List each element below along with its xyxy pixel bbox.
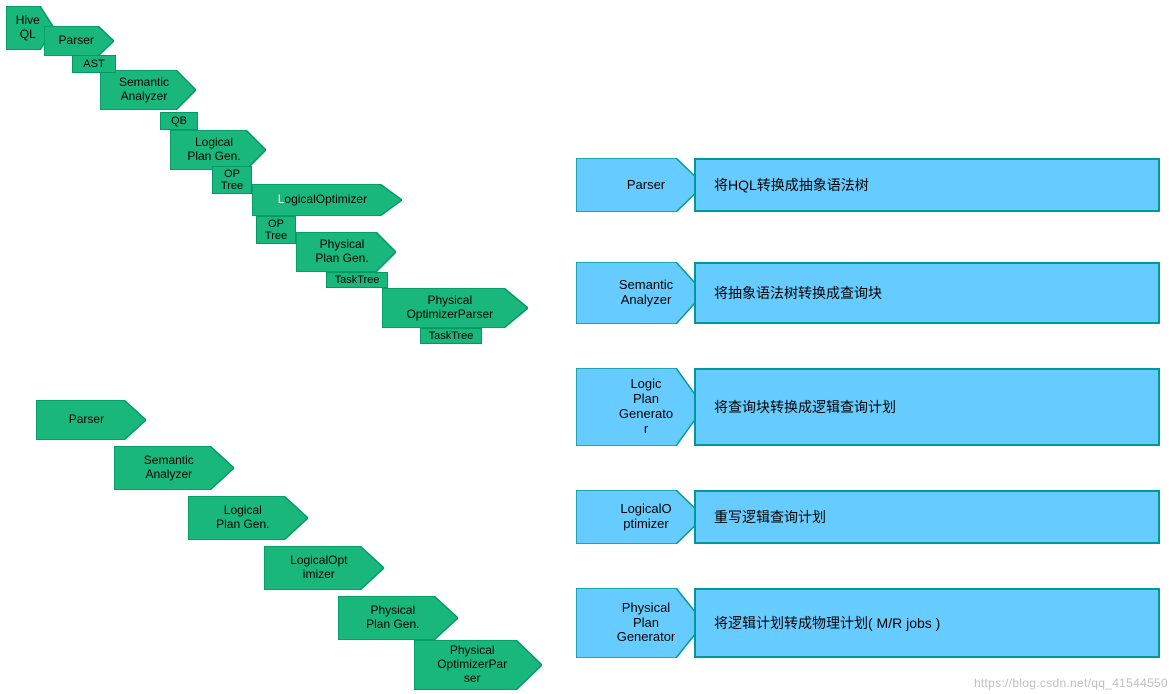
popt2-label: PhysicalOptimizerParser: [414, 644, 542, 685]
d-sem-box: 将抽象语法树转换成查询块: [694, 262, 1160, 324]
ppg1-label: PhysicalPlan Gen.: [296, 238, 396, 266]
d-lpg-title: LogicPlanGenerator: [600, 377, 688, 437]
popt1-arrow: PhysicalOptimizerParser: [382, 288, 528, 328]
lpg2-label: LogicalPlan Gen.: [188, 504, 308, 532]
opt1-tag: OPTree: [212, 166, 252, 194]
d-lpg-text: 将查询块转换成逻辑查询计划: [714, 397, 896, 417]
d-parser-box: 将HQL转换成抽象语法树: [694, 158, 1160, 212]
parser1-label: Parser: [44, 34, 114, 48]
semant2-arrow: SemanticAnalyzer: [114, 446, 234, 490]
ppg1-arrow: PhysicalPlan Gen.: [296, 232, 396, 272]
lopt2-label: LogicalOptimizer: [264, 554, 384, 582]
lopt1-label: LogicalOptimizer: [252, 193, 402, 207]
parser2-arrow: Parser: [36, 400, 146, 440]
d-ppg-title: PhysicalPlanGenerator: [597, 601, 691, 646]
d-sem-title: SemanticAnalyzer: [600, 278, 688, 308]
d-ppg-box: 将逻辑计划转成物理计划( M/R jobs ): [694, 588, 1160, 658]
ppg2-label: PhysicalPlan Gen.: [338, 604, 458, 632]
semant2-label: SemanticAnalyzer: [114, 454, 234, 482]
parser2-label: Parser: [36, 413, 146, 427]
d-lopt-title-arrow: LogicalOptimizer: [576, 490, 704, 544]
lpg1-arrow: LogicalPlan Gen.: [170, 130, 266, 170]
semant1-arrow: SemanticAnalyzer: [100, 70, 196, 110]
d-lopt-box: 重写逻辑查询计划: [694, 490, 1160, 544]
d-ppg-title-arrow: PhysicalPlanGenerator: [576, 588, 704, 658]
opt2-tag: OPTree: [256, 216, 296, 244]
semant1-label: SemanticAnalyzer: [100, 76, 196, 104]
d-parser-text: 将HQL转换成抽象语法树: [714, 175, 869, 195]
d-ppg-text: 将逻辑计划转成物理计划( M/R jobs ): [714, 613, 940, 633]
d-parser-title: Parser: [600, 178, 688, 193]
parser1-arrow: Parser: [44, 26, 114, 56]
lopt2-arrow: LogicalOptimizer: [264, 546, 384, 590]
tt2-tag: TaskTree: [420, 328, 482, 344]
lopt1-arrow: LogicalOptimizer: [252, 184, 402, 216]
d-lpg-box: 将查询块转换成逻辑查询计划: [694, 368, 1160, 446]
ast-tag: AST: [72, 55, 116, 73]
qb-tag: QB: [160, 112, 198, 130]
lpg1-label: LogicalPlan Gen.: [170, 136, 266, 164]
popt1-label: PhysicalOptimizerParser: [382, 294, 528, 322]
d-sem-text: 将抽象语法树转换成查询块: [714, 283, 882, 303]
tt1-tag: TaskTree: [326, 272, 388, 288]
popt2-arrow: PhysicalOptimizerParser: [414, 640, 542, 690]
watermark: https://blog.csdn.net/qq_41544550: [974, 676, 1168, 690]
d-parser-title-arrow: Parser: [576, 158, 704, 212]
d-lopt-text: 重写逻辑查询计划: [714, 507, 826, 527]
d-lpg-title-arrow: LogicPlanGenerator: [576, 368, 704, 446]
d-sem-title-arrow: SemanticAnalyzer: [576, 262, 704, 324]
d-lopt-title: LogicalOptimizer: [600, 502, 688, 532]
ppg2-arrow: PhysicalPlan Gen.: [338, 596, 458, 640]
lpg2-arrow: LogicalPlan Gen.: [188, 496, 308, 540]
